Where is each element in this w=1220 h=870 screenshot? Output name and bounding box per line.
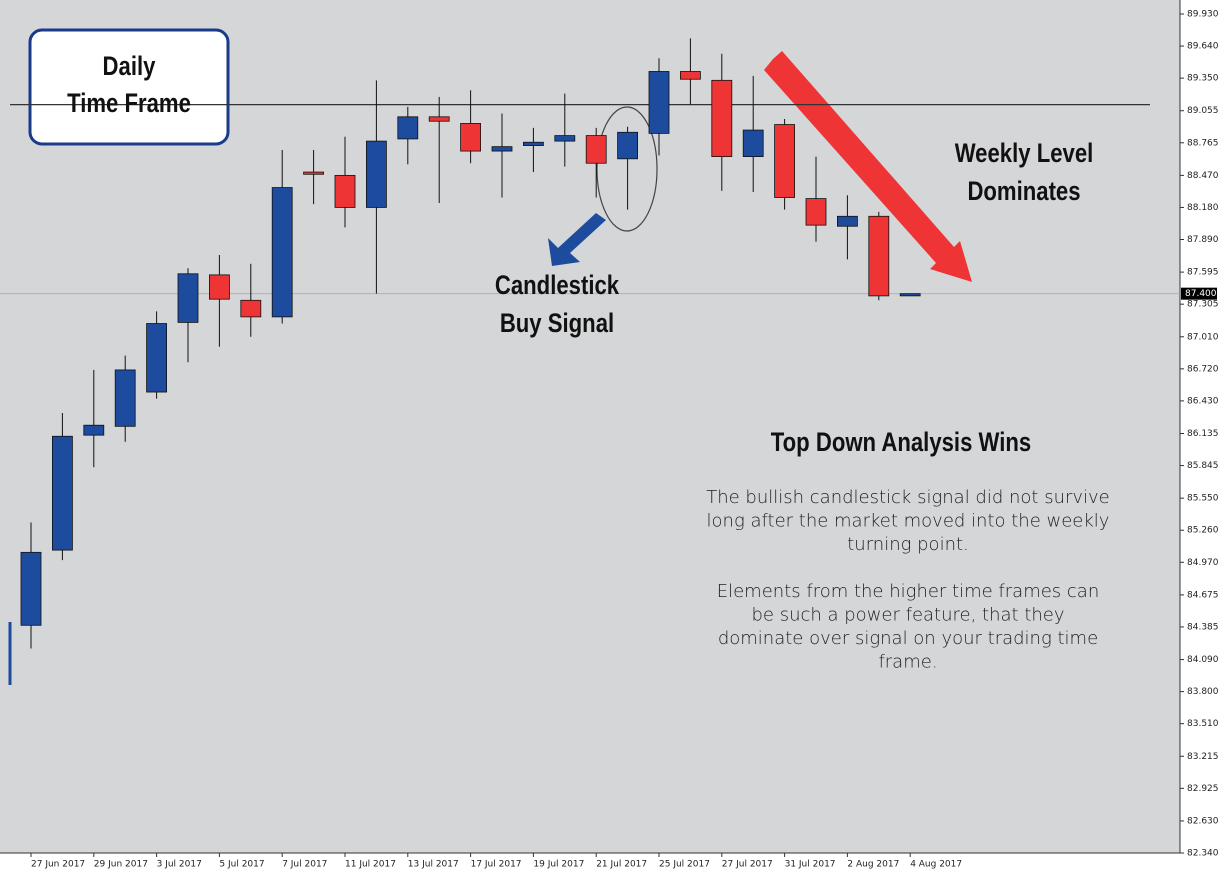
- annotation: Weekly Level: [955, 139, 1094, 169]
- y-tick-label: 84.970: [1187, 558, 1219, 568]
- y-tick-label: 86.430: [1187, 396, 1219, 406]
- x-tick-label: 13 Jul 2017: [408, 860, 459, 870]
- candle-body: [365, 140, 387, 208]
- candle-body: [177, 273, 199, 323]
- annotation: Time Frame: [67, 89, 191, 119]
- annotation: Candlestick: [495, 271, 619, 301]
- x-tick-label: 2 Aug 2017: [847, 860, 899, 870]
- x-tick-label: 21 Jul 2017: [596, 860, 647, 870]
- y-tick-label: 86.135: [1187, 429, 1219, 439]
- candle-body: [460, 123, 482, 152]
- x-tick-label: 31 Jul 2017: [785, 860, 836, 870]
- candle-body: [303, 171, 325, 175]
- candle-body: [83, 424, 105, 436]
- highlight-ellipse: [596, 106, 658, 232]
- y-tick-label: 83.510: [1187, 719, 1219, 729]
- y-tick-label: 89.350: [1187, 74, 1219, 84]
- x-tick-label: 7 Jul 2017: [282, 860, 327, 870]
- candle-body: [868, 215, 890, 297]
- y-tick-label: 89.055: [1187, 106, 1219, 116]
- y-tick-label: 84.385: [1187, 622, 1219, 632]
- candle-body: [52, 435, 73, 551]
- candle-body: [146, 323, 168, 393]
- y-tick-label: 84.675: [1187, 590, 1219, 600]
- annotation: Top Down Analysis Wins: [771, 428, 1031, 458]
- x-tick-label: 19 Jul 2017: [533, 860, 584, 870]
- blue-arrow: [548, 213, 606, 266]
- paragraph-line: Elements from the higher time frames can: [717, 581, 1100, 602]
- candle-body: [774, 124, 795, 198]
- candle-body: [617, 131, 638, 160]
- y-tick-label: 88.765: [1187, 138, 1219, 148]
- x-tick-label: 5 Jul 2017: [219, 860, 264, 870]
- candle-body: [271, 187, 293, 318]
- x-tick-label: 27 Jun 2017: [31, 860, 85, 870]
- x-tick-label: 27 Jul 2017: [722, 860, 773, 870]
- candle-body: [805, 198, 827, 226]
- paragraph-line: dominate over signal on your trading tim…: [718, 628, 1098, 649]
- red-arrow: [764, 51, 972, 282]
- annotation-box: [28, 28, 230, 146]
- last-price-label: 87.400: [1185, 289, 1217, 299]
- candle-body: [680, 71, 701, 80]
- y-tick-label: 82.925: [1187, 784, 1219, 794]
- last-price-box: [1181, 287, 1217, 300]
- annotation: Dominates: [967, 177, 1080, 207]
- annotation: Buy Signal: [500, 309, 614, 339]
- y-tick-label: 82.340: [1187, 849, 1219, 859]
- candle-body: [711, 79, 733, 157]
- paragraph-line: turning point.: [847, 534, 969, 555]
- y-tick-label: 87.595: [1187, 268, 1219, 278]
- y-tick-label: 83.215: [1187, 752, 1219, 762]
- paragraph-line: The bullish candlestick signal did not s…: [706, 487, 1110, 508]
- annotation: Daily: [103, 52, 156, 82]
- paragraph-line: be such a power feature, that they: [751, 605, 1064, 626]
- candle-body: [20, 551, 42, 626]
- paragraph-line: long after the market moved into the wee…: [707, 511, 1110, 532]
- candle-body: [742, 129, 764, 157]
- y-tick-label: 87.010: [1187, 332, 1219, 342]
- candle-body: [397, 116, 419, 140]
- y-tick-label: 85.550: [1187, 494, 1219, 504]
- candle-body: [428, 116, 450, 122]
- candle-body: [585, 135, 607, 164]
- x-tick-label: 25 Jul 2017: [659, 860, 710, 870]
- y-tick-label: 87.305: [1187, 300, 1219, 310]
- y-tick-label: 82.630: [1187, 816, 1219, 826]
- candle-body: [554, 135, 576, 142]
- candle-body: [208, 274, 230, 300]
- y-tick-label: 89.640: [1187, 42, 1219, 52]
- candle-body: [491, 146, 513, 152]
- candle-body: [648, 71, 670, 134]
- y-tick-label: 86.720: [1187, 364, 1219, 374]
- y-tick-label: 85.845: [1187, 461, 1219, 471]
- candle-body: [523, 141, 544, 146]
- y-tick-label: 87.890: [1187, 235, 1219, 245]
- x-tick-label: 4 Aug 2017: [910, 860, 962, 870]
- candle-body: [899, 293, 921, 297]
- y-tick-label: 89.930: [1187, 10, 1219, 20]
- candle-body: [334, 174, 356, 208]
- x-tick-label: 11 Jul 2017: [345, 860, 396, 870]
- x-tick-label: 29 Jun 2017: [94, 860, 148, 870]
- x-tick-label: 17 Jul 2017: [471, 860, 522, 870]
- y-tick-label: 85.260: [1187, 526, 1219, 536]
- y-tick-label: 88.180: [1187, 203, 1219, 213]
- candle-body: [240, 299, 262, 318]
- y-tick-label: 84.090: [1187, 655, 1219, 665]
- y-tick-label: 83.800: [1187, 687, 1219, 697]
- x-tick-label: 3 Jul 2017: [157, 860, 202, 870]
- axis-background: [0, 853, 1220, 870]
- paragraph-line: frame.: [878, 652, 937, 673]
- axis-background: [1180, 0, 1220, 870]
- candle-body: [114, 369, 136, 427]
- y-tick-label: 88.470: [1187, 171, 1219, 181]
- candle-body: [837, 215, 858, 227]
